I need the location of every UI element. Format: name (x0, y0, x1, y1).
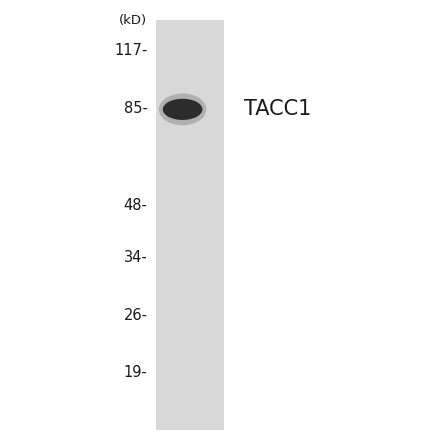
Bar (156, 20, 224, 430)
Text: 19-: 19- (124, 365, 147, 380)
Text: TACC1: TACC1 (244, 99, 312, 120)
Text: (kD): (kD) (119, 14, 147, 27)
Text: 85-: 85- (124, 101, 147, 116)
Ellipse shape (163, 99, 202, 120)
Text: 117-: 117- (114, 43, 147, 58)
Text: 26-: 26- (123, 308, 147, 323)
Text: 34-: 34- (124, 250, 147, 265)
Text: 48-: 48- (124, 198, 147, 213)
Ellipse shape (159, 93, 206, 125)
